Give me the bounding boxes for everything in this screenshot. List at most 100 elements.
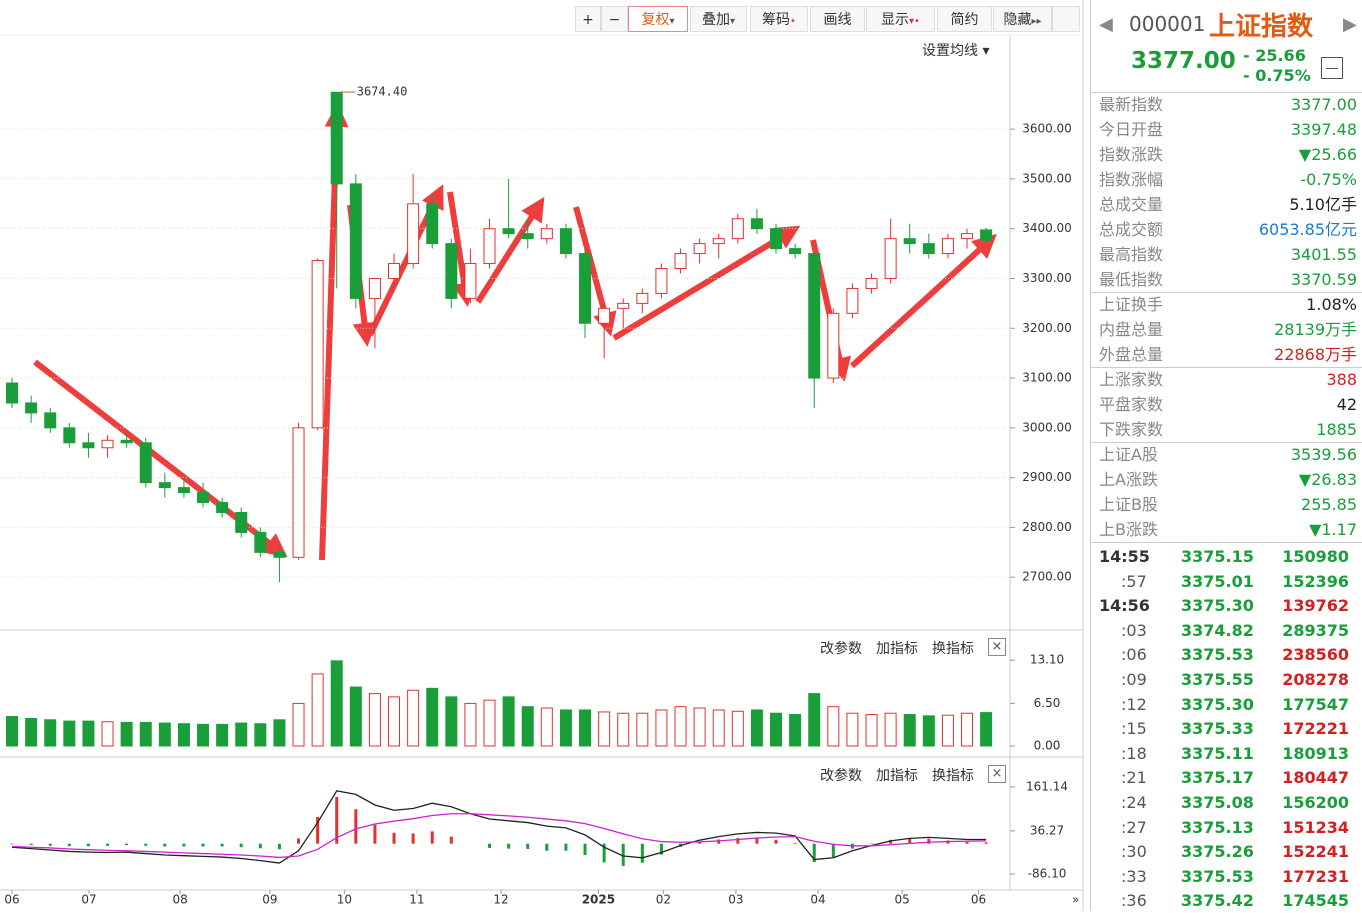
zoom-in-button[interactable]: + bbox=[575, 6, 601, 32]
volume-bar bbox=[942, 715, 953, 746]
x-tick-label: 12 bbox=[493, 893, 508, 907]
zoom-out-button[interactable]: − bbox=[601, 6, 628, 32]
stat-label: 平盘家数 bbox=[1099, 393, 1163, 417]
macd-bar bbox=[354, 809, 357, 844]
panel-button[interactable]: 加指标 bbox=[876, 638, 918, 658]
stat-value: ▼25.66 bbox=[1299, 143, 1357, 167]
candle-body bbox=[45, 413, 56, 428]
toolbar-button[interactable]: 隐藏▸▸ bbox=[993, 6, 1052, 32]
volume-bar bbox=[694, 708, 705, 746]
stat-value: -0.75% bbox=[1300, 168, 1357, 192]
volume-bar bbox=[217, 724, 228, 746]
x-tick-label: 05 bbox=[894, 893, 909, 907]
volume-bar bbox=[484, 700, 495, 746]
stat-value: 3401.55 bbox=[1291, 243, 1357, 267]
prev-button[interactable]: ◀ bbox=[1099, 14, 1113, 35]
stat-label: 上证换手 bbox=[1099, 293, 1163, 317]
close-panel-button[interactable]: × bbox=[988, 638, 1006, 656]
candle-body bbox=[503, 229, 514, 234]
candle-body bbox=[121, 440, 132, 442]
stat-value: 255.85 bbox=[1301, 493, 1357, 517]
volume-bar bbox=[675, 707, 686, 746]
toolbar-button[interactable]: 显示▾• bbox=[866, 6, 935, 32]
volume-bar bbox=[732, 711, 743, 746]
candle-body bbox=[771, 229, 782, 249]
volume-bar bbox=[503, 697, 514, 746]
candle-body bbox=[580, 254, 591, 324]
quote-price: 3377.00 bbox=[1131, 48, 1236, 74]
close-panel-button[interactable]: × bbox=[988, 765, 1006, 783]
tick-volume: 208278 bbox=[1282, 668, 1349, 692]
ma-setting[interactable]: 设置均线 ▾ bbox=[922, 40, 989, 60]
tick-price: 3375.53 bbox=[1181, 643, 1254, 667]
stat-value: ▼26.83 bbox=[1299, 468, 1357, 492]
volume-bar bbox=[293, 703, 304, 746]
toolbar-button[interactable]: 复权▾ bbox=[628, 6, 688, 32]
volume-bar bbox=[885, 713, 896, 746]
candle-body bbox=[236, 512, 247, 532]
y-tick-label: 3200.00 bbox=[1022, 321, 1072, 335]
tick-time: :24 bbox=[1121, 791, 1147, 815]
x-tick-label: 06 bbox=[971, 893, 986, 907]
y-tick-label: 161.14 bbox=[1026, 779, 1068, 793]
toolbar-icon: ▸▸ bbox=[1031, 16, 1041, 27]
stat-label: 今日开盘 bbox=[1099, 118, 1163, 142]
candle-body bbox=[981, 230, 992, 240]
y-tick-label: 0.00 bbox=[1034, 739, 1061, 753]
volume-bar bbox=[26, 718, 37, 746]
next-button[interactable]: ▶ bbox=[1343, 14, 1357, 35]
macd-bar bbox=[49, 844, 52, 846]
volume-bar bbox=[83, 721, 94, 746]
y-tick-label: 3300.00 bbox=[1022, 271, 1072, 285]
toolbar-label: 叠加 bbox=[702, 12, 730, 28]
macd-bar bbox=[144, 844, 147, 846]
panel-button[interactable]: 加指标 bbox=[876, 765, 918, 785]
macd-bar bbox=[794, 843, 797, 844]
tick-volume: 152241 bbox=[1282, 840, 1349, 864]
toolbar-button[interactable]: 简约 bbox=[937, 6, 992, 32]
stat-label: 最低指数 bbox=[1099, 268, 1163, 292]
candle-body bbox=[885, 239, 896, 279]
toolbar-button[interactable]: 筹码• bbox=[750, 6, 808, 32]
candle-body bbox=[560, 229, 571, 254]
stat-value: 5.10亿手 bbox=[1289, 193, 1357, 217]
toolbar-button[interactable]: 叠加▾ bbox=[690, 6, 747, 32]
panel-button[interactable]: 换指标 bbox=[932, 765, 974, 785]
fullscreen-button[interactable] bbox=[1052, 6, 1080, 32]
toolbar-button[interactable]: 画线 bbox=[810, 6, 865, 32]
stat-row: 指数涨幅-0.75% bbox=[1099, 168, 1357, 192]
volume-bar bbox=[522, 707, 533, 746]
panel-button[interactable]: 改参数 bbox=[820, 638, 862, 658]
candle-body bbox=[618, 303, 629, 308]
macd-bar bbox=[240, 844, 243, 848]
trend-arrows bbox=[35, 115, 988, 560]
volume-bar bbox=[45, 720, 56, 746]
volume-bar bbox=[255, 724, 266, 746]
ma-setting-label: 设置均线 bbox=[922, 43, 978, 59]
tick-time: 14:55 bbox=[1099, 545, 1150, 569]
macd-bar bbox=[488, 844, 491, 848]
tick-time: :09 bbox=[1121, 668, 1147, 692]
collapse-button[interactable] bbox=[1321, 57, 1343, 79]
stat-value: 3539.56 bbox=[1291, 443, 1357, 467]
candle-body bbox=[904, 239, 915, 244]
macd-bar bbox=[182, 844, 185, 847]
stat-label: 上A涨跌 bbox=[1099, 468, 1158, 492]
divider bbox=[1091, 442, 1362, 443]
panel-button[interactable]: 改参数 bbox=[820, 765, 862, 785]
annotation: 3674.40 bbox=[357, 85, 408, 99]
x-tick-label: 2025 bbox=[582, 893, 615, 907]
scroll-icon[interactable]: » bbox=[1072, 893, 1079, 907]
panel-button[interactable]: 换指标 bbox=[932, 638, 974, 658]
toolbar-label: 复权 bbox=[641, 12, 669, 28]
tick-volume: 139762 bbox=[1282, 594, 1349, 618]
candle-body bbox=[331, 92, 342, 184]
candle-body bbox=[866, 278, 877, 288]
volume-bar bbox=[102, 722, 113, 746]
